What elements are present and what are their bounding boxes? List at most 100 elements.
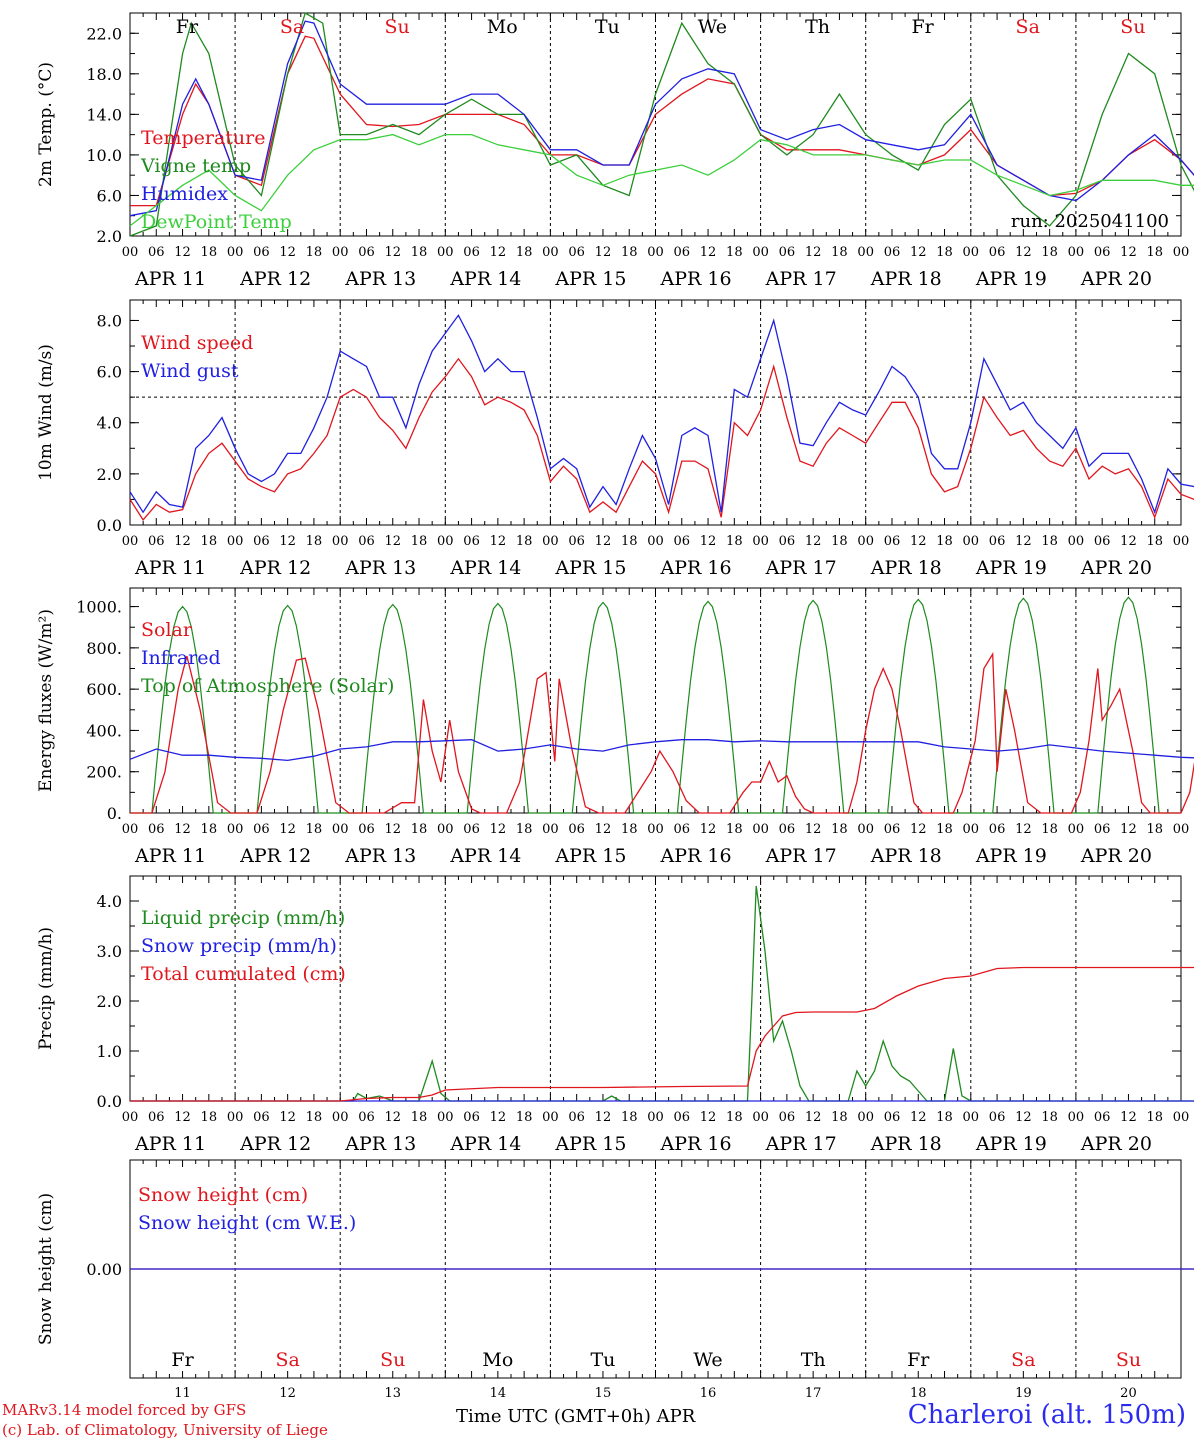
credit-line-2: (c) Lab. of Climatology, University of L… xyxy=(2,1421,328,1439)
date-label: APR 11 xyxy=(134,268,206,290)
hour-label: 18 xyxy=(831,534,848,549)
date-label: APR 17 xyxy=(765,1133,837,1155)
legend-infrared: Infrared xyxy=(141,647,221,669)
credit-line-1: MARv3.14 model forced by GFS xyxy=(2,1401,247,1419)
panel-energy xyxy=(129,587,1194,814)
series-dewpoint-temp xyxy=(129,133,1194,227)
day-number-label: 14 xyxy=(490,1386,507,1401)
hour-label: 00 xyxy=(542,534,559,549)
hour-label: 06 xyxy=(568,534,585,549)
hour-label: 18 xyxy=(516,822,533,837)
legend-humidex: Humidex xyxy=(141,183,228,205)
weekday-label: Sa xyxy=(1011,1349,1035,1371)
hour-label: 18 xyxy=(201,245,218,260)
y-tick-label: 4.0 xyxy=(97,414,122,433)
hour-label: 12 xyxy=(1120,534,1137,549)
date-label: APR 17 xyxy=(765,557,837,579)
hour-label: 00 xyxy=(1173,534,1190,549)
hour-label: 12 xyxy=(279,822,296,837)
hour-label: 06 xyxy=(463,822,480,837)
hour-label: 18 xyxy=(831,822,848,837)
hour-label: 12 xyxy=(700,1110,717,1125)
date-label: APR 13 xyxy=(344,268,416,290)
hour-label: 06 xyxy=(253,822,270,837)
y-tick-label: 3.0 xyxy=(97,942,122,961)
hour-label: 18 xyxy=(936,1110,953,1125)
hour-label: 06 xyxy=(358,822,375,837)
hour-label: 00 xyxy=(963,245,980,260)
hour-label: 18 xyxy=(726,822,743,837)
hour-label: 12 xyxy=(805,822,822,837)
hour-label: 12 xyxy=(279,534,296,549)
hour-label: 06 xyxy=(674,245,691,260)
date-label: APR 13 xyxy=(344,1133,416,1155)
hour-label: 12 xyxy=(174,822,191,837)
weekday-label: We xyxy=(698,16,727,38)
hour-label: 06 xyxy=(568,822,585,837)
hour-label: 12 xyxy=(595,245,612,260)
y-axis-label: Energy fluxes (W/m²) xyxy=(36,609,56,792)
y-tick-label: 14.0 xyxy=(86,105,122,124)
hour-label: 12 xyxy=(595,822,612,837)
weekday-label: Su xyxy=(380,1349,405,1371)
weekday-label: Fr xyxy=(907,1349,930,1371)
hour-label: 06 xyxy=(779,1110,796,1125)
hour-label: 18 xyxy=(1041,245,1058,260)
hour-label: 18 xyxy=(1041,534,1058,549)
hour-label: 00 xyxy=(437,822,454,837)
hour-label: 12 xyxy=(384,1110,401,1125)
hour-label: 12 xyxy=(490,534,507,549)
date-label: APR 19 xyxy=(975,845,1047,867)
series-wind-gust xyxy=(129,314,1194,515)
y-tick-label: 2.0 xyxy=(97,992,122,1011)
y-axis-label: 10m Wind (m/s) xyxy=(36,344,56,481)
hour-label: 06 xyxy=(1094,1110,1111,1125)
hour-label: 12 xyxy=(1015,1110,1032,1125)
hour-label: 06 xyxy=(148,822,165,837)
hour-label: 12 xyxy=(910,822,927,837)
y-axis-label: Snow height (cm) xyxy=(36,1193,56,1345)
hour-label: 00 xyxy=(1068,245,1085,260)
hour-label: 00 xyxy=(1173,822,1190,837)
date-label: APR 18 xyxy=(870,1133,942,1155)
hour-label: 18 xyxy=(201,822,218,837)
y-tick-label: 0.00 xyxy=(86,1260,122,1279)
hour-label: 00 xyxy=(227,1110,244,1125)
hour-label: 12 xyxy=(1120,1110,1137,1125)
hour-label: 06 xyxy=(884,534,901,549)
hour-label: 06 xyxy=(674,822,691,837)
hour-label: 06 xyxy=(884,822,901,837)
legend-liquid-precip-mm-h-: Liquid precip (mm/h) xyxy=(141,907,345,929)
hour-label: 12 xyxy=(805,1110,822,1125)
hour-label: 12 xyxy=(279,245,296,260)
hour-label: 06 xyxy=(1094,822,1111,837)
hour-label: 06 xyxy=(148,245,165,260)
y-tick-label: 6.0 xyxy=(97,186,122,205)
hour-label: 00 xyxy=(332,245,349,260)
hour-label: 18 xyxy=(1146,1110,1163,1125)
weekday-label: Th xyxy=(805,16,830,38)
date-label: APR 18 xyxy=(870,557,942,579)
hour-label: 06 xyxy=(884,245,901,260)
day-number-label: 13 xyxy=(384,1386,401,1401)
station-name: Charleroi (alt. 150m) xyxy=(907,1400,1186,1430)
weekday-label: Su xyxy=(1120,16,1145,38)
legend-wind-gust: Wind gust xyxy=(141,360,239,382)
y-tick-label: 0. xyxy=(107,804,122,823)
date-label: APR 12 xyxy=(239,268,311,290)
hour-label: 06 xyxy=(253,534,270,549)
hour-label: 00 xyxy=(227,822,244,837)
date-label: APR 11 xyxy=(134,845,206,867)
hour-label: 18 xyxy=(1146,245,1163,260)
hour-label: 00 xyxy=(332,1110,349,1125)
run-label: run: 2025041100 xyxy=(1011,211,1169,232)
hour-label: 18 xyxy=(936,245,953,260)
weekday-label: Sa xyxy=(1016,16,1040,38)
hour-label: 18 xyxy=(726,1110,743,1125)
weekday-label: Mo xyxy=(487,16,518,38)
date-label: APR 16 xyxy=(660,845,732,867)
day-number-label: 17 xyxy=(805,1386,822,1401)
hour-label: 00 xyxy=(647,245,664,260)
y-tick-label: 0.0 xyxy=(97,516,122,535)
hour-label: 00 xyxy=(963,534,980,549)
